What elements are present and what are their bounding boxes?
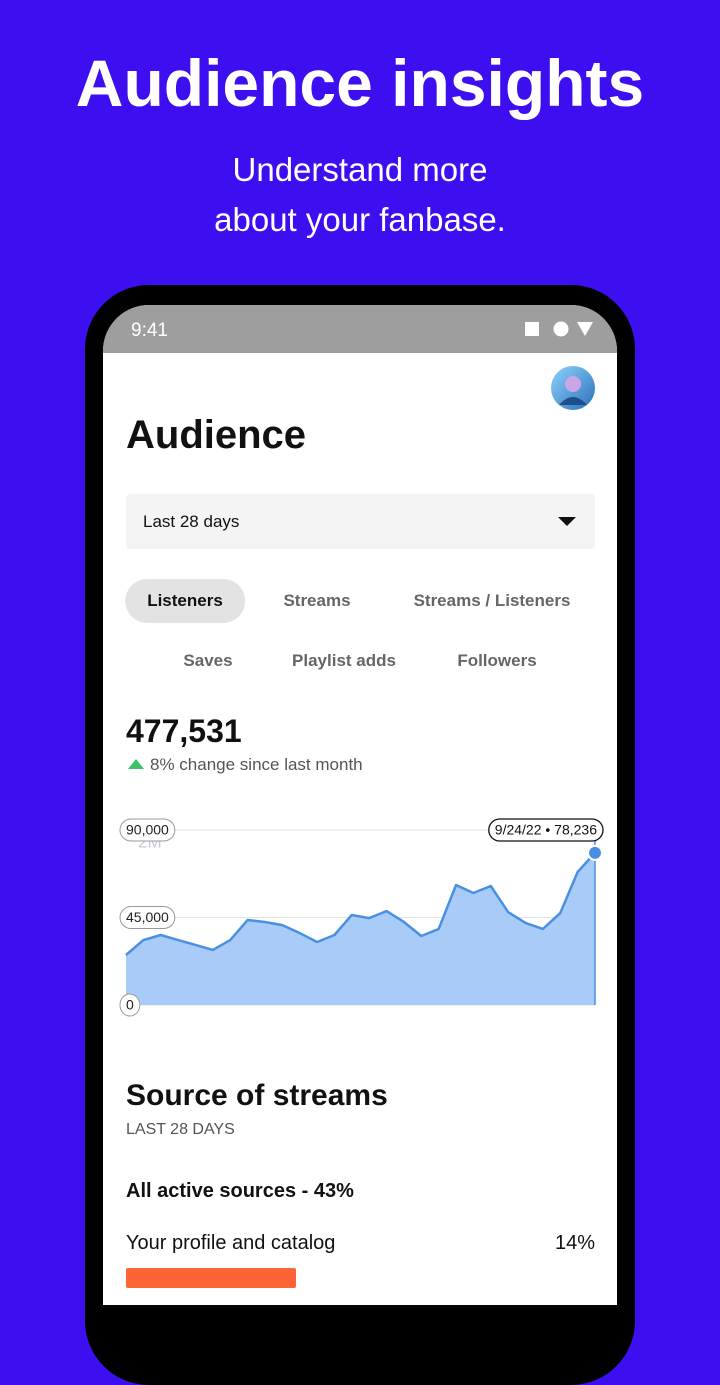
y-tick: 0 [119,993,141,1017]
y-tick: 90,000 [119,818,176,842]
y-tick-label: 0 [126,997,134,1013]
y-tick-pill [119,818,176,842]
y-tick-pill [119,906,176,929]
tab[interactable]: Followers [457,651,537,670]
tooltip-pill [488,818,604,842]
source-value: 14% [554,1232,595,1254]
dropdown-arrow [558,517,576,526]
date-dropdown[interactable]: Last 28 days [126,494,595,549]
area-line [125,852,596,956]
tooltip-label: 9/24/22 • 78,236 [495,822,597,838]
tab[interactable]: Saves [183,651,233,670]
source-bar [126,1268,296,1288]
tab[interactable]: Playlist adds [292,651,396,670]
clock: 9:41 [131,320,168,341]
y-tick: 45,000 [119,906,176,929]
section-period: LAST 28 DAYS [126,1121,235,1138]
source-summary: All active sources - 43% [126,1180,354,1202]
tab[interactable]: Streams / Listeners [413,591,571,610]
screen-title: Audience [126,413,307,457]
headline: Audience insights [75,46,645,120]
y-tick-pill [119,993,141,1017]
subtitle: about your fanbase. [214,201,506,238]
y-tick-label: 45,000 [126,909,169,925]
area-fill [126,852,595,1005]
metric-change: 8% change since last month [150,755,363,774]
tab[interactable]: Listeners [125,579,245,623]
source-label: Your profile and catalog [126,1232,336,1254]
section-title: Source of streams [126,1079,388,1112]
avatar[interactable] [550,365,596,411]
subtitle: Understand more [232,151,488,188]
metric-value: 477,531 [126,713,242,749]
status-bar: 9:41 [103,305,617,353]
tab[interactable]: Streams [283,591,351,610]
tooltip: 9/24/22 • 78,236 [488,818,604,842]
highlight-point [587,844,603,861]
phone-screen: 9:41 Audience Last 28 days Listeners Stre… [103,305,617,1305]
y-tick-label: 90,000 [126,822,169,838]
dropdown-label: Last 28 days [143,512,240,531]
up-arrow [128,759,144,769]
status-icons [525,321,593,337]
page: Audience insights Understand more about … [75,46,645,1385]
